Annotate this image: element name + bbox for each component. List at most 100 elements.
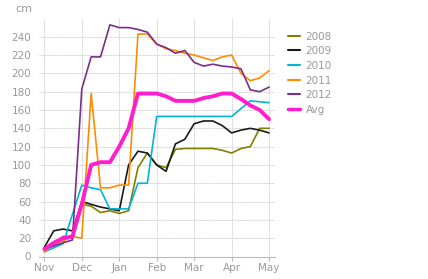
2012 — [154, 42, 159, 46]
2009 — [267, 131, 272, 134]
2008 — [107, 209, 113, 212]
Avg — [89, 163, 94, 167]
2009 — [145, 151, 150, 155]
2011 — [238, 72, 244, 75]
2009 — [182, 138, 187, 141]
Avg — [257, 108, 262, 112]
2012 — [98, 55, 103, 59]
2009 — [135, 150, 140, 153]
Avg — [229, 92, 234, 95]
2009 — [248, 127, 253, 130]
2010 — [145, 182, 150, 185]
2009 — [70, 229, 75, 232]
2012 — [89, 55, 94, 59]
2011 — [98, 186, 103, 189]
2010 — [201, 115, 206, 118]
2010 — [220, 115, 225, 118]
Avg — [126, 127, 131, 130]
2012 — [210, 62, 215, 66]
Line: 2010: 2010 — [45, 101, 269, 252]
2012 — [220, 64, 225, 68]
2012 — [201, 64, 206, 68]
2012 — [117, 26, 122, 29]
Avg — [135, 92, 140, 95]
2008 — [173, 148, 178, 151]
2012 — [229, 65, 234, 69]
2011 — [126, 183, 131, 187]
2008 — [126, 209, 131, 212]
2009 — [107, 207, 113, 211]
Avg — [145, 92, 150, 95]
2012 — [192, 61, 197, 64]
2009 — [238, 128, 244, 132]
2012 — [60, 241, 65, 244]
Avg — [98, 160, 103, 164]
2010 — [154, 115, 159, 118]
Text: cm: cm — [15, 4, 32, 14]
2008 — [89, 205, 94, 208]
2009 — [210, 119, 215, 123]
2010 — [126, 207, 131, 211]
Avg — [267, 117, 272, 121]
2011 — [107, 186, 113, 189]
2012 — [79, 87, 84, 91]
2009 — [173, 142, 178, 146]
2011 — [192, 53, 197, 57]
Avg — [220, 92, 225, 95]
2011 — [145, 32, 150, 36]
2009 — [117, 209, 122, 212]
Line: 2012: 2012 — [45, 25, 269, 249]
2012 — [257, 90, 262, 93]
2010 — [182, 115, 187, 118]
Avg — [117, 145, 122, 148]
2008 — [60, 235, 65, 238]
2009 — [60, 227, 65, 231]
2010 — [60, 242, 65, 245]
2009 — [98, 205, 103, 209]
2012 — [163, 46, 169, 49]
2010 — [210, 115, 215, 118]
2009 — [229, 131, 234, 134]
Line: 2009: 2009 — [45, 121, 269, 247]
2008 — [238, 147, 244, 150]
2008 — [257, 127, 262, 130]
2010 — [192, 115, 197, 118]
2010 — [135, 182, 140, 185]
2011 — [51, 243, 56, 246]
Avg — [79, 203, 84, 206]
2009 — [163, 170, 169, 173]
2010 — [89, 186, 94, 189]
2012 — [267, 85, 272, 89]
2011 — [201, 56, 206, 59]
2012 — [135, 28, 140, 31]
Avg — [192, 99, 197, 102]
2009 — [192, 122, 197, 126]
2008 — [98, 211, 103, 214]
2008 — [248, 145, 253, 148]
2011 — [220, 55, 225, 59]
2008 — [79, 203, 84, 206]
2010 — [163, 115, 169, 118]
2009 — [126, 163, 131, 167]
Avg — [173, 99, 178, 102]
2008 — [154, 163, 159, 167]
2011 — [60, 239, 65, 243]
2011 — [42, 250, 47, 254]
2011 — [135, 32, 140, 36]
2008 — [70, 237, 75, 240]
2010 — [248, 99, 253, 102]
2008 — [117, 212, 122, 215]
2010 — [117, 207, 122, 211]
2010 — [173, 115, 178, 118]
Avg — [182, 99, 187, 102]
2010 — [107, 207, 113, 211]
2011 — [267, 69, 272, 72]
2008 — [145, 151, 150, 155]
2008 — [135, 166, 140, 169]
2011 — [117, 183, 122, 187]
2008 — [42, 246, 47, 249]
2012 — [42, 247, 47, 251]
2012 — [238, 67, 244, 71]
2008 — [201, 147, 206, 150]
2011 — [229, 53, 234, 57]
